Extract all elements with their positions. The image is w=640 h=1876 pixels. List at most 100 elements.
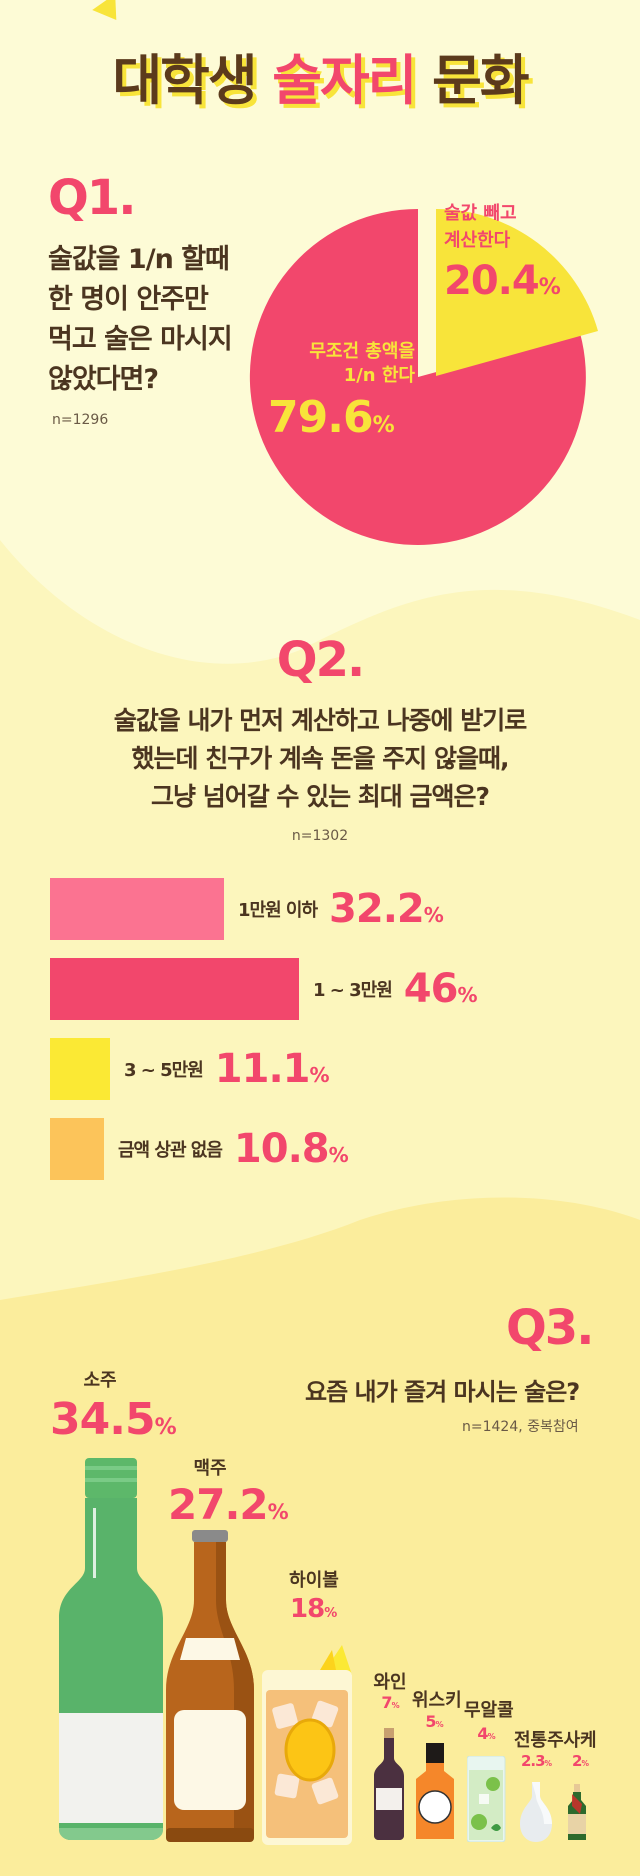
q2-bar-label: 3 ~ 5만원: [124, 1060, 204, 1081]
pie-value-number: 20.4: [444, 258, 540, 304]
q2-bar-row: 1 ~ 3만원 46%: [50, 958, 478, 1020]
q1-question-line: 먹고 술은 마시지: [48, 324, 233, 355]
drink-name-soju: 소주: [83, 1370, 117, 1391]
title-part3: 문화: [415, 49, 529, 112]
q2-bar: [50, 1038, 110, 1100]
drink-value-unit: %: [391, 1701, 400, 1710]
drink-value-traditional: 2.3%: [516, 1752, 556, 1770]
drink-value-unit: %: [581, 1759, 588, 1768]
q2-bar-value-unit: %: [328, 1143, 349, 1167]
q2-bar-value-unit: %: [457, 983, 477, 1007]
q2-bar-value: 11.1%: [214, 1046, 330, 1092]
pie-label-line: 1/n 한다: [343, 365, 415, 386]
pie-label-line: 술값 빼고: [444, 203, 517, 224]
q2-bar-value-unit: %: [423, 903, 444, 927]
drink-name-highball: 하이볼: [289, 1570, 339, 1591]
q1-question-line: 술값을 1/n 할때: [48, 244, 230, 275]
pie-label-line: 계산한다: [444, 230, 511, 251]
drink-value-sake: 2%: [562, 1752, 598, 1770]
soju-bottle-icon: [59, 1458, 163, 1840]
q2-bar-row: 3 ~ 5만원 11.1%: [50, 1038, 330, 1100]
q1-label: Q1.: [48, 170, 136, 226]
page-title: 대학생 술자리 문화: [0, 36, 640, 115]
q3-sample-size: n=1424, 중복참여: [462, 1419, 579, 1435]
q2-bar-value: 10.8%: [233, 1126, 349, 1172]
q2-bar-value: 32.2%: [329, 886, 444, 932]
q1-question-line: 않았다면?: [48, 364, 159, 395]
q2-bar-row: 1만원 이하 32.2%: [50, 878, 444, 940]
q2-bar: [50, 1118, 104, 1180]
q2-bar-value: 46%: [403, 966, 478, 1012]
q2-bar-label: 금액 상관 없음: [118, 1140, 223, 1161]
drink-value-non-alcoholic: 4%: [464, 1724, 508, 1743]
q3-question: 요즘 내가 즐겨 마시는 술은?: [305, 1378, 580, 1406]
q2-label: Q2.: [276, 632, 365, 688]
wine-bottle-icon: [374, 1728, 404, 1840]
traditional-liquor-bottle-icon: [520, 1782, 552, 1842]
drink-name-sake: 사케: [563, 1730, 597, 1751]
drink-value-unit: %: [267, 1500, 289, 1524]
q1-question: 술값을 1/n 할때 한 명이 안주만 먹고 술은 마시지 않았다면?: [48, 240, 288, 400]
drink-value-number: 2.3: [520, 1752, 546, 1770]
drink-value-unit: %: [544, 1759, 552, 1768]
q2-bar: [50, 878, 224, 940]
q1-question-line: 한 명이 안주만: [48, 284, 209, 315]
drink-name-beer: 맥주: [193, 1458, 227, 1479]
q2-sample-size: n=1302: [291, 828, 349, 844]
sake-bottle-icon: [568, 1784, 586, 1840]
q2-question: 술값을 내가 먼저 계산하고 나중에 받기로 했는데 친구가 계속 돈을 주지 …: [0, 702, 640, 816]
drink-value-unit: %: [435, 1720, 444, 1729]
q1-sample-size: n=1296: [52, 412, 109, 428]
drink-name-non-alcoholic: 무알콜: [464, 1700, 514, 1721]
q2-bar-value-number: 11.1: [214, 1046, 311, 1092]
title-part1: 대학생: [112, 49, 273, 112]
q2-bar-value-unit: %: [309, 1063, 330, 1087]
drink-value-number: 34.5: [50, 1394, 156, 1445]
pie-label-exclude-alcohol: 술값 빼고 계산한다: [444, 200, 517, 254]
drink-name-wine: 와인: [373, 1672, 407, 1693]
pie-slice-total-split: [249, 208, 586, 545]
drink-value-unit: %: [487, 1732, 496, 1741]
pie-value-number: 79.6: [268, 392, 374, 443]
q1-pie-chart: [249, 208, 598, 545]
drink-value-number: 27.2: [168, 1480, 269, 1529]
q3-label: Q3.: [506, 1300, 594, 1356]
title-part2: 자리: [319, 49, 417, 112]
pie-value-unit: %: [538, 275, 561, 300]
drink-value-wine: 7%: [372, 1693, 408, 1712]
pie-value-unit: %: [372, 413, 395, 438]
drink-name-traditional: 전통주: [514, 1730, 564, 1751]
highball-glass-icon: [262, 1645, 352, 1845]
drink-name-whisky: 위스키: [412, 1690, 462, 1711]
q2-bar-value-number: 32.2: [329, 886, 425, 932]
q2-bar-label: 1 ~ 3만원: [313, 980, 393, 1001]
q2-question-line: 그냥 넘어갈 수 있는 최대 금액은?: [150, 782, 490, 811]
q2-bar-row: 금액 상관 없음 10.8%: [50, 1118, 349, 1180]
drink-value-unit: %: [324, 1606, 337, 1621]
q2-bar: [50, 958, 299, 1020]
drink-value-highball: 18%: [290, 1594, 337, 1624]
pie-value-exclude-alcohol: 20.4%: [444, 258, 561, 304]
drink-value-whisky: 5%: [412, 1712, 456, 1731]
q2-question-line: 술값을 내가 먼저 계산하고 나중에 받기로: [113, 706, 528, 735]
drink-value-number: 4: [477, 1724, 488, 1743]
pie-value-total-split: 79.6%: [268, 392, 395, 443]
drink-value-number: 2: [572, 1752, 582, 1770]
mojito-glass-icon: [467, 1756, 506, 1842]
q2-bar-value-number: 46: [403, 966, 459, 1012]
beer-bottle-icon: [166, 1530, 254, 1842]
drink-value-soju: 34.5%: [50, 1394, 177, 1445]
drink-value-beer: 27.2%: [168, 1480, 289, 1529]
pie-label-line: 무조건 총액을: [309, 341, 415, 362]
drink-value-number: 7: [381, 1693, 392, 1712]
pie-slice-exclude-alcohol: [436, 208, 598, 376]
drink-value-number: 5: [425, 1712, 436, 1731]
drink-value-unit: %: [154, 1415, 177, 1440]
pie-label-total-split: 무조건 총액을 1/n 한다: [260, 340, 415, 388]
q2-bar-value-number: 10.8: [233, 1126, 330, 1172]
q2-question-line: 했는데 친구가 계속 돈을 주지 않을때,: [131, 744, 509, 773]
drink-value-number: 18: [290, 1594, 325, 1624]
whisky-bottle-icon: [416, 1743, 454, 1839]
title-highlight: 술: [272, 49, 322, 112]
q2-bar-label: 1만원 이하: [238, 900, 318, 921]
